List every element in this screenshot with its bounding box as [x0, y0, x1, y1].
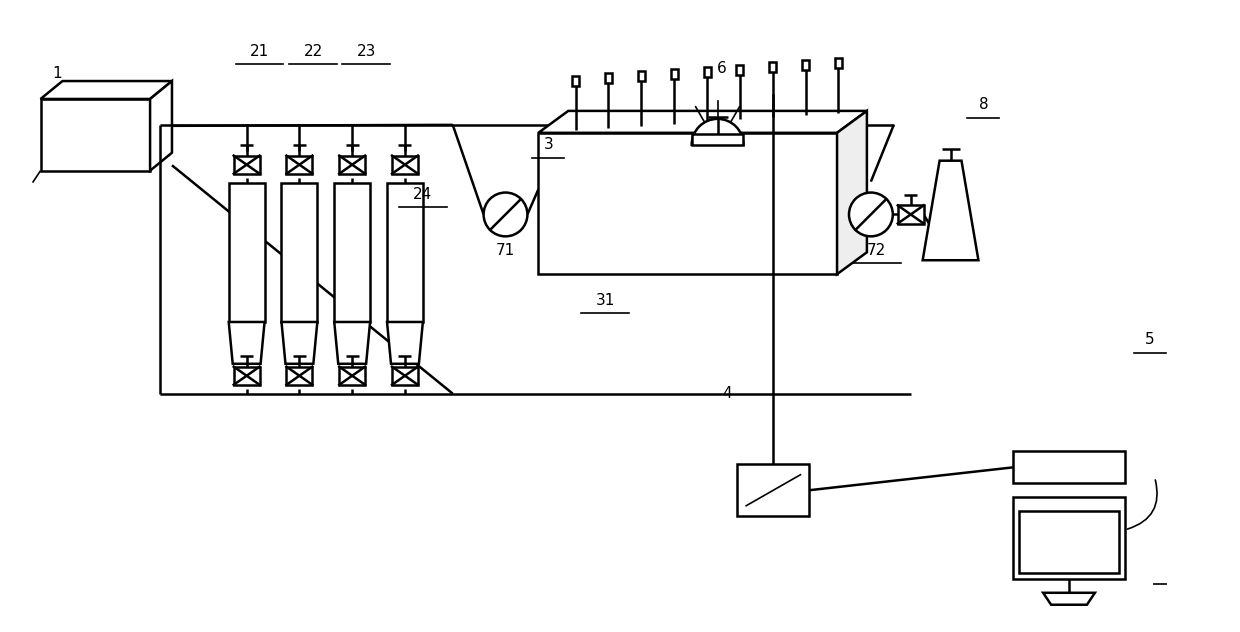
- Polygon shape: [923, 161, 978, 260]
- Circle shape: [484, 193, 527, 236]
- Text: 3: 3: [543, 137, 553, 152]
- Bar: [835, 58, 842, 68]
- Bar: [898, 205, 924, 224]
- Bar: [281, 183, 317, 322]
- Text: 8: 8: [978, 97, 988, 112]
- Bar: [392, 367, 418, 385]
- Polygon shape: [1043, 593, 1095, 605]
- Text: 23: 23: [356, 44, 376, 59]
- Circle shape: [849, 193, 893, 236]
- Text: 1: 1: [52, 66, 62, 80]
- Text: 6: 6: [717, 61, 727, 76]
- Bar: [286, 155, 312, 174]
- Bar: [692, 134, 744, 145]
- Bar: [671, 69, 677, 79]
- Polygon shape: [538, 111, 867, 133]
- Polygon shape: [228, 322, 264, 364]
- Polygon shape: [837, 111, 867, 274]
- Text: 21: 21: [250, 44, 269, 59]
- Bar: [737, 64, 743, 75]
- Bar: [335, 183, 370, 322]
- Polygon shape: [281, 322, 317, 364]
- Bar: [286, 367, 312, 385]
- Bar: [392, 155, 418, 174]
- Bar: [538, 133, 837, 274]
- Text: 71: 71: [496, 243, 515, 258]
- Bar: [41, 99, 150, 171]
- Bar: [340, 155, 365, 174]
- Bar: [340, 367, 365, 385]
- Bar: [233, 367, 259, 385]
- Text: 31: 31: [595, 293, 615, 308]
- Bar: [1013, 451, 1125, 483]
- Polygon shape: [335, 322, 370, 364]
- Text: 4: 4: [723, 386, 733, 401]
- Polygon shape: [387, 322, 423, 364]
- Text: 22: 22: [304, 44, 322, 59]
- Bar: [802, 60, 808, 70]
- Bar: [703, 67, 711, 76]
- Bar: [572, 76, 579, 85]
- Text: 24: 24: [413, 187, 433, 202]
- Bar: [1019, 511, 1118, 573]
- Wedge shape: [692, 119, 744, 145]
- Text: 72: 72: [867, 243, 887, 258]
- Bar: [738, 465, 810, 516]
- Bar: [637, 71, 645, 81]
- Bar: [769, 63, 776, 73]
- Polygon shape: [150, 81, 172, 171]
- Polygon shape: [41, 81, 172, 99]
- Text: 5: 5: [1145, 332, 1154, 348]
- Bar: [228, 183, 264, 322]
- Bar: [605, 73, 611, 83]
- Bar: [387, 183, 423, 322]
- Bar: [233, 155, 259, 174]
- Bar: [1013, 497, 1125, 579]
